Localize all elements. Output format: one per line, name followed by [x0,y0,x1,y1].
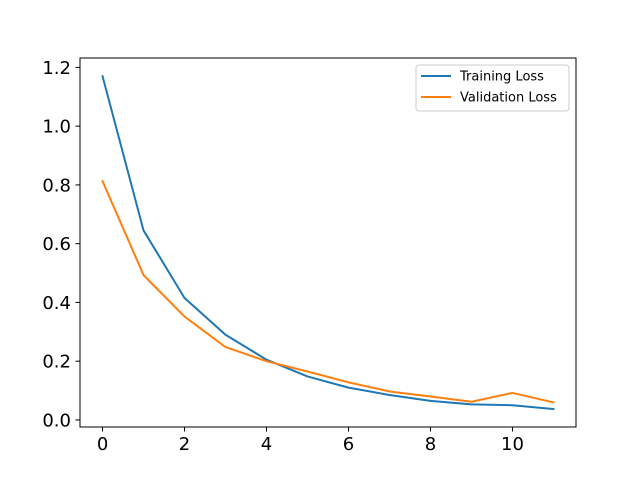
x-tick-label: 2 [179,434,190,455]
x-tick-label: 0 [97,434,108,455]
legend-box [415,64,570,112]
legend: Training Loss Validation Loss [415,64,570,112]
plot-frame [79,57,577,428]
y-tick-label: 1.0 [42,117,71,138]
series-line-validation-loss [101,179,555,404]
legend-label-training-loss: Training Loss [459,70,544,85]
y-axis: 0.0 0.2 0.4 0.6 0.8 1.0 1.2 [42,58,80,431]
y-tick-label: 0.6 [42,234,71,255]
x-tick-label: 10 [501,434,524,455]
series-line-training-loss [101,74,555,411]
y-tick-label: 0.0 [42,410,71,431]
legend-label-validation-loss: Validation Loss [460,91,557,106]
y-tick-label: 0.2 [42,352,71,373]
y-tick-label: 1.2 [42,58,71,79]
y-tick-label: 0.8 [42,175,71,196]
x-tick-label: 4 [261,434,272,455]
x-tick-label: 8 [425,434,436,455]
series-lines [101,74,555,411]
y-tick-label: 0.4 [42,293,71,314]
x-tick-label: 6 [343,434,354,455]
x-axis: 0 2 4 6 8 10 [97,427,524,455]
